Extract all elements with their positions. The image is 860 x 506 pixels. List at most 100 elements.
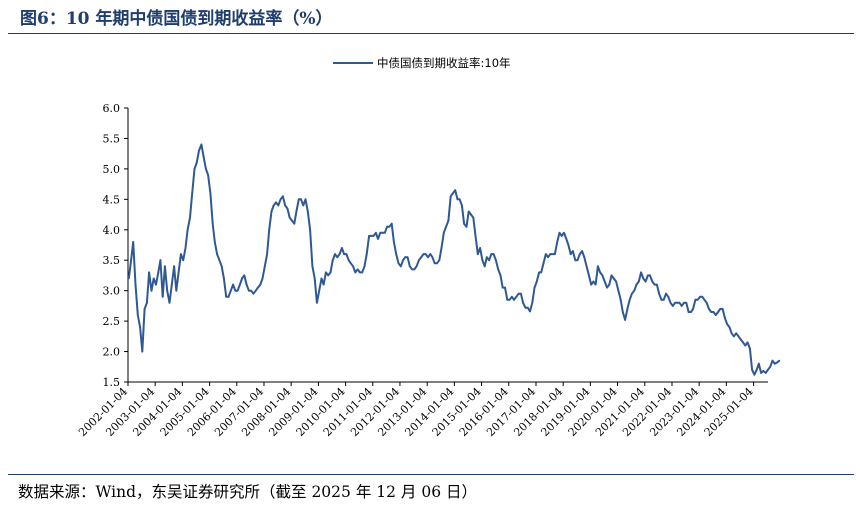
data-point — [495, 259, 497, 262]
data-point — [447, 219, 450, 222]
data-point — [703, 298, 706, 301]
data-point — [637, 280, 640, 283]
data-point — [418, 259, 420, 262]
data-point — [388, 225, 391, 228]
chart-legend: 中债国债到期收益率:10年 — [333, 56, 511, 70]
data-point — [461, 204, 463, 207]
data-point — [560, 235, 563, 237]
data-point — [773, 362, 776, 365]
data-point — [583, 256, 586, 259]
data-point — [644, 280, 647, 283]
figure-title: 图6：10 年期中债国债到期收益率（%） — [20, 9, 333, 29]
data-point — [662, 298, 665, 301]
data-point — [649, 274, 651, 277]
data-point — [229, 289, 232, 292]
data-point — [141, 350, 144, 353]
y-tick-label: 3.5 — [103, 254, 121, 267]
data-point — [601, 274, 604, 277]
data-point — [574, 259, 577, 262]
data-point — [177, 271, 180, 274]
data-point — [225, 295, 228, 298]
data-point — [164, 265, 166, 268]
series-line — [127, 143, 780, 376]
data-point — [549, 253, 552, 256]
data-point — [540, 271, 543, 274]
data-point — [257, 286, 259, 289]
data-point — [161, 295, 164, 298]
data-point — [511, 295, 513, 298]
data-point — [696, 298, 699, 301]
y-tick-label: 2.0 — [103, 346, 121, 359]
data-point — [356, 268, 359, 271]
data-point — [275, 201, 277, 204]
data-point — [683, 301, 685, 304]
data-point — [433, 262, 436, 265]
data-point — [776, 361, 778, 364]
data-point — [361, 271, 364, 274]
data-point — [368, 235, 370, 237]
data-point — [232, 283, 235, 286]
data-point — [397, 262, 400, 265]
data-point — [606, 286, 608, 289]
data-point — [427, 256, 429, 259]
data-point — [386, 225, 388, 228]
title-rule — [8, 33, 854, 34]
data-point — [268, 228, 271, 231]
data-point — [626, 308, 629, 310]
data-point — [474, 235, 477, 237]
data-point — [454, 189, 457, 192]
y-tick-label: 1.5 — [103, 376, 121, 389]
data-point — [250, 289, 253, 292]
data-point — [755, 368, 758, 371]
data-point — [239, 283, 241, 286]
data-point — [476, 253, 479, 256]
data-point — [159, 259, 162, 262]
data-point — [767, 368, 769, 371]
data-point — [708, 308, 710, 310]
data-point — [612, 277, 615, 280]
data-point — [524, 306, 527, 309]
data-point — [483, 265, 486, 268]
data-point — [621, 311, 624, 313]
data-point — [383, 231, 386, 234]
data-point — [753, 373, 756, 376]
data-point — [370, 235, 373, 237]
data-point — [578, 253, 581, 256]
data-point — [449, 195, 452, 198]
data-point — [413, 268, 416, 271]
data-point — [778, 359, 781, 362]
data-point — [762, 370, 765, 372]
data-point — [205, 168, 207, 170]
y-axis: 1.5 2.0 2.5 3.0 3.5 4.0 4.5 5.0 5.5 6.0 — [103, 102, 129, 389]
data-point — [345, 253, 348, 256]
data-point — [408, 265, 411, 268]
data-point — [284, 204, 286, 207]
data-point — [458, 198, 461, 201]
data-point — [624, 319, 626, 321]
data-point — [628, 298, 631, 301]
data-point — [635, 283, 638, 286]
data-point — [180, 253, 182, 256]
data-point — [349, 262, 352, 265]
data-point — [554, 253, 556, 256]
data-point — [143, 308, 146, 310]
data-point — [316, 301, 318, 304]
data-point — [263, 265, 266, 268]
data-point — [617, 289, 620, 292]
data-point — [733, 335, 735, 338]
data-point — [515, 295, 518, 298]
data-point — [170, 283, 173, 286]
data-point — [728, 326, 731, 329]
data-point — [424, 253, 427, 256]
data-point — [631, 292, 633, 295]
data-point — [213, 241, 216, 243]
data-point — [132, 241, 135, 243]
data-point — [248, 289, 250, 292]
data-point — [139, 326, 142, 329]
data-point — [717, 311, 719, 313]
data-point — [594, 283, 597, 286]
data-point — [223, 277, 225, 280]
data-point — [760, 372, 762, 374]
data-point — [429, 253, 432, 256]
y-tick-label: 5.5 — [103, 132, 121, 145]
